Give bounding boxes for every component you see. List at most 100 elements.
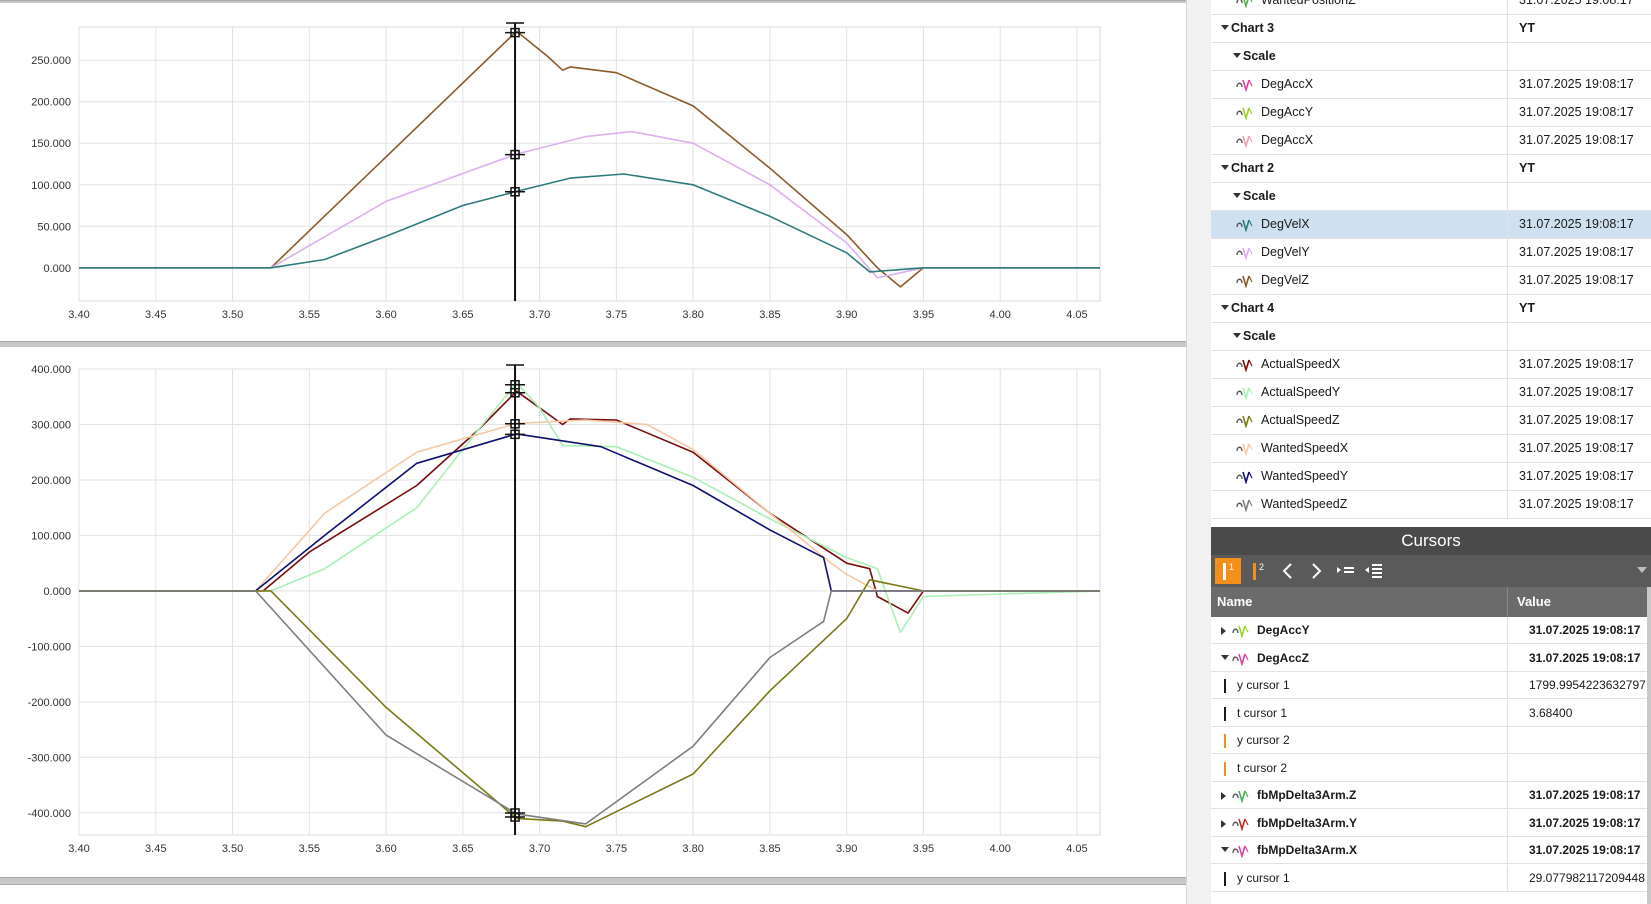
tree-group-row[interactable]: Scale: [1211, 43, 1651, 71]
tree-signal-row[interactable]: DegAccX 31.07.2025 19:08:17: [1211, 127, 1651, 155]
tree-signal-row[interactable]: DegAccY 31.07.2025 19:08:17: [1211, 99, 1651, 127]
cursor-signal-row[interactable]: fbMpDelta3Arm.Y 31.07.2025 19:08:17: [1211, 809, 1651, 837]
signal-icon: [1235, 414, 1255, 429]
signal-icon: [1231, 789, 1251, 804]
top-x-tick-label: 3.45: [145, 309, 166, 321]
tree-signal-row[interactable]: WantedSpeedX 31.07.2025 19:08:17: [1211, 435, 1651, 463]
column-name-header[interactable]: Name: [1217, 594, 1253, 609]
svg-text:2: 2: [1259, 562, 1264, 572]
bottom-x-tick-label: 3.65: [452, 843, 473, 855]
cursor-value-row[interactable]: y cursor 1 29.077982117209448: [1211, 864, 1651, 892]
vertical-splitter[interactable]: [1186, 0, 1212, 904]
column-value-header[interactable]: Value: [1517, 594, 1551, 609]
top-svg: 3.40 3.45 3.50 3.55 3.60 3.65 3.70 3.75 3.80 3.85…: [31, 22, 1101, 321]
tree-signal-row[interactable]: DegVelY 31.07.2025 19:08:17: [1211, 239, 1651, 267]
cursor-row-name: fbMpDelta3Arm.Z: [1257, 788, 1357, 802]
chevron-left-icon: [1282, 563, 1292, 579]
cursor-signal-row[interactable]: fbMpDelta3Arm.Z 31.07.2025 19:08:17: [1211, 782, 1651, 809]
signal-icon: [1235, 106, 1255, 121]
tree-signal-row[interactable]: DegVelX 31.07.2025 19:08:17: [1211, 211, 1651, 239]
top-y-tick-label: 0.000: [43, 263, 71, 275]
show-list-button[interactable]: [1333, 558, 1359, 584]
collapse-arrow-icon[interactable]: [1221, 305, 1229, 310]
tree-signal-row[interactable]: ActualSpeedY 31.07.2025 19:08:17: [1211, 379, 1651, 407]
top-cursor-marker-0[interactable]: [505, 27, 526, 38]
collapse-arrow-icon[interactable]: [1221, 25, 1229, 30]
cursor2-button[interactable]: 2: [1245, 558, 1271, 584]
list-expand-icon: [1337, 567, 1354, 573]
cursor-value-row[interactable]: y cursor 2: [1211, 727, 1651, 754]
collapse-list-button[interactable]: [1361, 558, 1387, 584]
top-plot-frame: [78, 26, 1101, 302]
cursor1-icon: 1: [1223, 562, 1234, 580]
collapse-arrow-icon[interactable]: [1233, 333, 1241, 338]
chart-panel-top[interactable]: 3.40 3.45 3.50 3.55 3.60 3.65 3.70 3.75 3.80 3.85…: [0, 3, 1186, 341]
bottom-y-tick-label: 200.000: [31, 475, 71, 487]
tree-row-name: Scale: [1243, 189, 1276, 203]
cursor-signal-row[interactable]: DegAccY 31.07.2025 19:08:17: [1211, 617, 1651, 644]
toolbar-dropdown-icon[interactable]: [1637, 564, 1649, 578]
top-x-tick-label: 3.70: [529, 309, 550, 321]
bottom-x-tick-label: 3.40: [68, 843, 89, 855]
bottom-y-tick-label: -400.000: [28, 808, 71, 820]
tree-row-name: Chart 4: [1231, 301, 1275, 315]
tree-group-row[interactable]: Chart 3 YT: [1211, 15, 1651, 43]
bottom-cursor-marker-2[interactable]: [505, 419, 526, 429]
tree-signal-row[interactable]: WantedSpeedY 31.07.2025 19:08:17: [1211, 463, 1651, 491]
cursor-value-row[interactable]: y cursor 1 1799.9954223632797: [1211, 672, 1651, 699]
bottom-cursor-marker-5[interactable]: [505, 808, 526, 818]
bottom-x-tick-label: 3.90: [836, 843, 857, 855]
top-cursor-marker-2[interactable]: [505, 187, 526, 197]
chevron-right-icon: [1312, 563, 1322, 579]
tree-signal-row[interactable]: DegAccX 31.07.2025 19:08:17: [1211, 71, 1651, 99]
cursor-grid-header: Name Value: [1211, 587, 1651, 617]
tree-group-row[interactable]: Chart 4 YT: [1211, 295, 1651, 323]
cursor1-button[interactable]: 1: [1215, 558, 1241, 584]
tree-group-row[interactable]: Scale: [1211, 323, 1651, 351]
tree-group-row[interactable]: Scale: [1211, 183, 1651, 211]
collapse-arrow-icon[interactable]: [1221, 654, 1229, 660]
collapse-arrow-icon[interactable]: [1233, 193, 1241, 198]
collapse-arrow-icon[interactable]: [1221, 847, 1229, 852]
chart-splitter-bottom[interactable]: [0, 877, 1186, 885]
cursor-signal-row[interactable]: DegAccZ 31.07.2025 19:08:17: [1211, 644, 1651, 672]
cursor-row-name: DegAccZ: [1257, 650, 1310, 665]
expand-arrow-icon[interactable]: [1221, 792, 1226, 800]
tree-row-name: Scale: [1243, 49, 1276, 63]
top-x-tick-label: 3.50: [222, 309, 243, 321]
scrollbar[interactable]: [1647, 587, 1651, 904]
bottom-y-tick-label: 300.000: [31, 419, 71, 431]
prev-button[interactable]: [1275, 558, 1301, 584]
cursor-row-value: 1799.9954223632797: [1529, 678, 1646, 692]
tree-signal-row[interactable]: ActualSpeedX 31.07.2025 19:08:17: [1211, 351, 1651, 379]
top-x-tick-label: 3.90: [836, 309, 857, 321]
tree-signal-row[interactable]: ActualSpeedZ 31.07.2025 19:08:17: [1211, 407, 1651, 435]
cursor-row-value: 31.07.2025 19:08:17: [1529, 843, 1641, 857]
top-cursor-marker-1[interactable]: [505, 149, 526, 160]
next-button[interactable]: [1303, 558, 1329, 584]
collapse-arrow-icon[interactable]: [1221, 165, 1229, 170]
tree-row-name: DegAccY: [1261, 105, 1314, 119]
cursor-value-row[interactable]: t cursor 2: [1211, 754, 1651, 782]
bottom-cursor-marker-1[interactable]: [505, 380, 526, 390]
tree-signal-row[interactable]: DegVelZ 31.07.2025 19:08:17: [1211, 267, 1651, 295]
signal-icon: [1235, 218, 1255, 233]
bottom-cursor-marker-3[interactable]: [505, 429, 526, 440]
collapse-arrow-icon[interactable]: [1233, 53, 1241, 58]
tree-signal-row[interactable]: WantedPositionZ 31.07.2025 19:08:17: [1211, 0, 1651, 15]
expand-arrow-icon[interactable]: [1221, 627, 1226, 635]
tree-row-name: WantedSpeedZ: [1261, 497, 1348, 511]
bottom-x-tick-label: 3.80: [682, 843, 703, 855]
cursor-value-row[interactable]: t cursor 1 3.68400: [1211, 699, 1651, 727]
tree-signal-row[interactable]: WantedSpeedZ 31.07.2025 19:08:17: [1211, 491, 1651, 519]
tree-group-row[interactable]: Chart 2 YT: [1211, 155, 1651, 183]
right-panel: WantedPositionZ 31.07.2025 19:08:17 Chart …: [1211, 0, 1651, 904]
expand-arrow-icon[interactable]: [1221, 819, 1226, 828]
top-x-tick-label: 4.00: [989, 309, 1010, 321]
tree-row-value: 31.07.2025 19:08:17: [1519, 357, 1634, 371]
list-collapse-icon: [1365, 564, 1382, 578]
cursor-signal-row[interactable]: fbMpDelta3Arm.X 31.07.2025 19:08:17: [1211, 837, 1651, 864]
cursors-toolbar: 1 2: [1211, 555, 1651, 587]
signal-icon: [1235, 386, 1255, 401]
chart-panel-bottom[interactable]: 3.40 3.45 3.50 3.55 3.60 3.65 3.70 3.75 3.80 3.85…: [0, 347, 1186, 877]
